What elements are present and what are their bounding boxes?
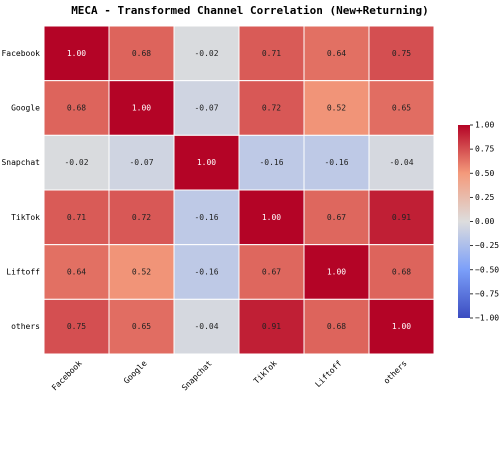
colorbar	[458, 125, 470, 318]
y-tick-label: Liftoff	[6, 268, 40, 277]
cell-label: 0.68	[67, 104, 86, 113]
cell-label: 1.00	[197, 158, 216, 167]
heatmap-cell	[303, 189, 370, 246]
x-tick-label: Snapchat	[180, 359, 214, 393]
heatmap-cell	[368, 25, 435, 82]
y-tick-label: TikTok	[11, 213, 40, 222]
cell-label: 0.67	[327, 213, 346, 222]
heatmap-cell	[368, 298, 435, 355]
cell-label: 0.67	[262, 268, 281, 277]
cell-label: 1.00	[262, 213, 281, 222]
cell-label: 0.68	[327, 322, 346, 331]
cell-label: -0.02	[64, 158, 88, 167]
heatmap-cell	[173, 189, 240, 246]
cell-label: 0.52	[132, 268, 151, 277]
cell-label: 0.71	[262, 49, 281, 58]
colorbar-tick-label: −0.50	[475, 265, 499, 274]
heatmap-cell	[43, 244, 110, 300]
heatmap-cell	[108, 189, 175, 246]
cell-label: 0.75	[67, 322, 86, 331]
heatmap-cell	[238, 80, 305, 136]
cell-label: 0.71	[67, 213, 86, 222]
colorbar-tick-label: −0.25	[475, 241, 499, 250]
cell-label: 0.91	[262, 322, 281, 331]
heatmap-cell	[238, 134, 305, 191]
colorbar-tick-label: 0.50	[475, 169, 494, 178]
colorbar-tick-label: 0.75	[475, 145, 494, 154]
heatmap-cell	[108, 134, 175, 191]
heatmap-cell	[303, 134, 370, 191]
heatmap-cell	[173, 25, 240, 82]
heatmap-cell	[303, 298, 370, 355]
y-tick-label: others	[11, 322, 40, 331]
x-tick-label: Google	[122, 359, 149, 386]
y-tick-label: Facebook	[1, 49, 40, 58]
cell-label: -0.02	[194, 49, 218, 58]
x-tick-label: others	[382, 359, 409, 386]
cell-label: -0.16	[259, 158, 283, 167]
heatmap-cell	[303, 244, 370, 300]
cell-label: 1.00	[132, 104, 151, 113]
x-tick-label: Liftoff	[313, 359, 343, 389]
heatmap-cell	[43, 25, 110, 82]
cell-label: 0.72	[262, 104, 281, 113]
colorbar-tick-label: 0.25	[475, 193, 494, 202]
cell-label: -0.16	[194, 213, 218, 222]
colorbar-tick-label: 1.00	[475, 121, 494, 130]
cell-label: 0.65	[392, 104, 411, 113]
cell-label: 0.91	[392, 213, 411, 222]
heatmap-cell	[368, 80, 435, 136]
heatmap-cell	[368, 189, 435, 246]
x-tick-label: Facebook	[50, 359, 84, 393]
chart-title: MECA - Transformed Channel Correlation (…	[71, 4, 429, 17]
y-tick-label: Snapchat	[1, 158, 40, 167]
cell-label: 0.65	[132, 322, 151, 331]
heatmap-cell	[43, 189, 110, 246]
cell-label: -0.07	[194, 104, 218, 113]
colorbar-tick-label: −0.75	[475, 289, 499, 298]
cell-label: 0.64	[327, 49, 346, 58]
cell-label: -0.04	[194, 322, 218, 331]
cell-label: 0.52	[327, 104, 346, 113]
heatmap-cell	[173, 244, 240, 300]
cell-label: 1.00	[67, 49, 86, 58]
cell-label: 0.72	[132, 213, 151, 222]
heatmap-cell	[43, 298, 110, 355]
cell-label: 0.75	[392, 49, 411, 58]
colorbar-tick-label: −1.00	[475, 314, 499, 323]
heatmap-cell	[108, 80, 175, 136]
heatmap-cell	[368, 244, 435, 300]
y-tick-label: Google	[11, 104, 40, 113]
cell-label: 0.64	[67, 268, 86, 277]
heatmap-cell	[108, 25, 175, 82]
cell-label: -0.16	[324, 158, 348, 167]
heatmap-cell	[368, 134, 435, 191]
cell-label: -0.16	[194, 268, 218, 277]
cell-label: 1.00	[392, 322, 411, 331]
cell-label: -0.07	[129, 158, 153, 167]
cell-label: 0.68	[132, 49, 151, 58]
colorbar-tick-label: 0.00	[475, 217, 494, 226]
x-tick-label: TikTok	[252, 359, 279, 386]
cell-label: -0.04	[389, 158, 413, 167]
heatmap-cell	[238, 189, 305, 246]
cell-label: 0.68	[392, 268, 411, 277]
heatmap-cell	[238, 298, 305, 355]
heatmap-cell	[238, 244, 305, 300]
cell-label: 1.00	[327, 268, 346, 277]
